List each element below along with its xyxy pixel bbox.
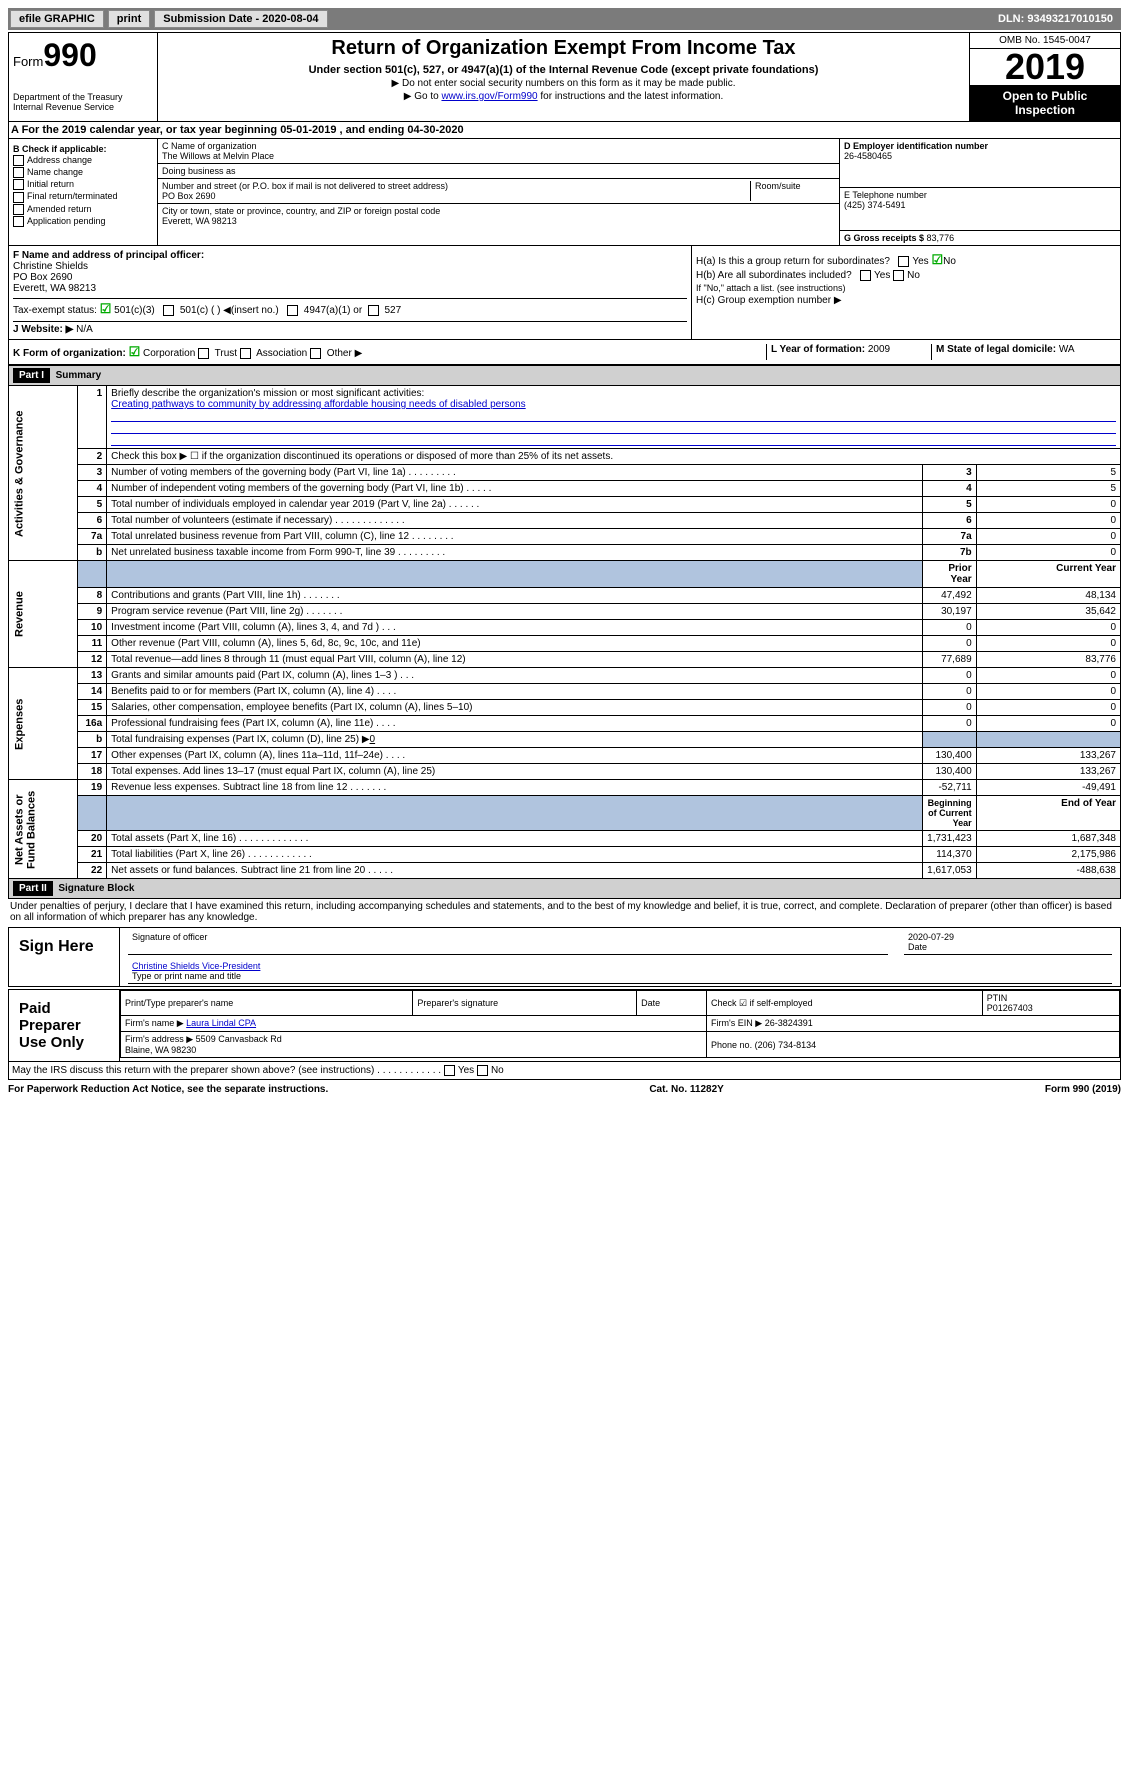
chk-final[interactable] — [13, 192, 24, 203]
firm-ein: 26-3824391 — [765, 1018, 813, 1028]
sidebar-governance: Activities & Governance — [9, 386, 78, 561]
discuss-row: May the IRS discuss this return with the… — [8, 1062, 1121, 1080]
box-de: D Employer identification number26-45804… — [839, 139, 1120, 245]
note-link: ▶ Go to www.irs.gov/Form990 for instruct… — [162, 91, 965, 102]
part1-table: Part I Summary Activities & Governance 1… — [8, 365, 1121, 899]
perjury-declaration: Under penalties of perjury, I declare th… — [8, 899, 1121, 925]
sign-here: Sign Here Signature of officer2020-07-29… — [8, 927, 1121, 987]
row-a-period: A For the 2019 calendar year, or tax yea… — [8, 122, 1121, 139]
open-public: Open to Public Inspection — [970, 85, 1120, 121]
row-klm: K Form of organization: ☑ Corporation Tr… — [8, 340, 1121, 365]
check-icon: ☑ — [100, 301, 112, 316]
chk-amended[interactable] — [13, 204, 24, 215]
section-bcdeg: B Check if applicable: Address change Na… — [8, 139, 1121, 246]
phone: (425) 374-5491 — [844, 200, 1116, 210]
chk-pending[interactable] — [13, 216, 24, 227]
print-button[interactable]: print — [108, 10, 150, 28]
box-b: B Check if applicable: Address change Na… — [9, 139, 158, 245]
dept-treasury: Department of the Treasury Internal Reve… — [13, 92, 153, 112]
website: N/A — [76, 324, 93, 335]
org-city: Everett, WA 98213 — [162, 216, 835, 226]
toolbar: efile GRAPHIC print Submission Date - 20… — [8, 8, 1121, 30]
form-header: Form990 Department of the Treasury Inter… — [8, 32, 1121, 122]
officer-signature: Christine Shields Vice-President — [132, 961, 260, 971]
paid-preparer: Paid Preparer Use Only Print/Type prepar… — [8, 989, 1121, 1062]
firm-name: Laura Lindal CPA — [186, 1018, 256, 1028]
mission-text: Creating pathways to community by addres… — [111, 399, 526, 410]
chk-address[interactable] — [13, 155, 24, 166]
ein: 26-4580465 — [844, 151, 1116, 161]
section-fh: F Name and address of principal officer:… — [8, 246, 1121, 340]
form-number: Form990 — [13, 37, 153, 74]
form-subtitle: Under section 501(c), 527, or 4947(a)(1)… — [162, 64, 965, 76]
form-title: Return of Organization Exempt From Incom… — [162, 37, 965, 60]
sidebar-netassets: Net Assets or Fund Balances — [9, 780, 78, 879]
chk-name[interactable] — [13, 167, 24, 178]
officer-name: Christine Shields — [13, 261, 687, 272]
irs-link[interactable]: www.irs.gov/Form990 — [441, 91, 537, 102]
firm-phone: (206) 734-8134 — [755, 1040, 817, 1050]
org-address: PO Box 2690 — [162, 191, 750, 201]
box-c: C Name of organizationThe Willows at Mel… — [158, 139, 839, 245]
submission-date: Submission Date - 2020-08-04 — [154, 10, 327, 28]
ptin: P01267403 — [987, 1003, 1033, 1013]
dln-label: DLN: 93493217010150 — [998, 13, 1119, 25]
sidebar-revenue: Revenue — [9, 561, 78, 668]
efile-label: efile GRAPHIC — [10, 10, 104, 28]
tax-year: 2019 — [970, 49, 1120, 85]
sidebar-expenses: Expenses — [9, 668, 78, 780]
gross-receipts: 83,776 — [927, 233, 955, 243]
org-name: The Willows at Melvin Place — [162, 151, 835, 161]
chk-initial[interactable] — [13, 179, 24, 190]
note-ssn: ▶ Do not enter social security numbers o… — [162, 78, 965, 89]
page-footer: For Paperwork Reduction Act Notice, see … — [8, 1080, 1121, 1099]
